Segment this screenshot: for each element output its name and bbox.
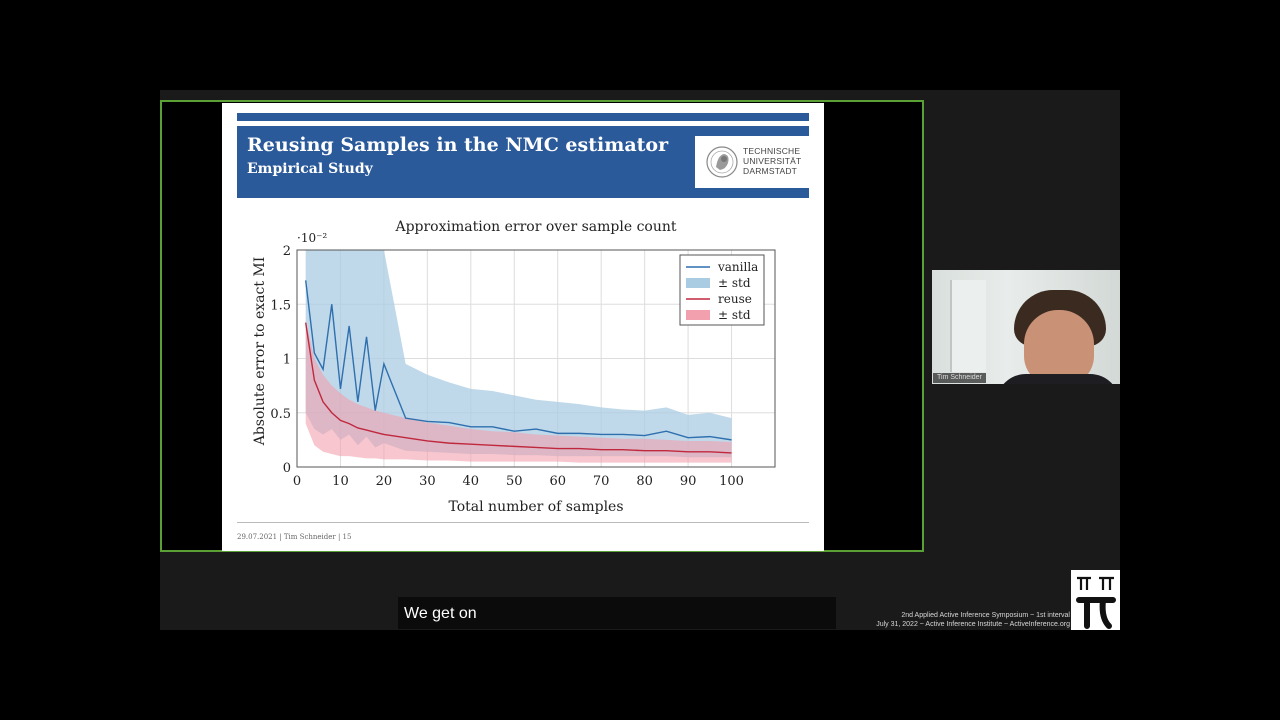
- university-logo: TECHNISCHE UNIVERSITÄT DARMSTADT: [695, 136, 809, 188]
- live-caption-text: We get on: [404, 605, 477, 622]
- x-tick-label: 60: [549, 474, 566, 489]
- event-info-line: 2nd Applied Active Inference Symposium ~…: [901, 612, 1070, 619]
- chart-frame: [296, 249, 776, 468]
- chart-std-bands: [305, 250, 732, 463]
- y-tick-label: 1.5: [270, 298, 291, 313]
- legend-entry: vanilla: [717, 260, 758, 274]
- participant-name-label: Tim Schneider: [933, 373, 986, 383]
- live-caption-box: We get on: [398, 597, 836, 629]
- x-tick-label: 90: [680, 474, 697, 489]
- chart-tick-labels: 0 10 20 30 40 50 60 70 80 90 100 0 0.5 1 1.5 2: [270, 244, 744, 489]
- slide-title-bar: Reusing Samples in the NMC estimator Emp…: [237, 126, 809, 198]
- vanilla-std-band: [305, 250, 732, 458]
- slide-footer-divider: [237, 522, 809, 523]
- x-tick-label: 80: [636, 474, 653, 489]
- y-tick-label: 2: [283, 244, 291, 259]
- chart-title: Approximation error over sample count: [394, 219, 676, 235]
- logo-line: UNIVERSITÄT: [743, 156, 802, 166]
- chart-series-lines: [304, 280, 732, 454]
- legend-swatch-band: [686, 278, 710, 288]
- logo-line: DARMSTADT: [743, 166, 798, 176]
- x-tick-label: 30: [419, 474, 436, 489]
- participant-face: [1024, 310, 1094, 384]
- video-background-door: [950, 280, 986, 372]
- event-info-text: 2nd Applied Active Inference Symposium ~…: [808, 611, 1070, 629]
- x-tick-label: 10: [332, 474, 349, 489]
- y-tick-label: 0: [283, 461, 291, 476]
- slide-title: Reusing Samples in the NMC estimator: [247, 134, 669, 156]
- active-inference-logo: [1071, 570, 1120, 630]
- x-tick-label: 0: [293, 474, 301, 489]
- x-tick-label: 40: [463, 474, 480, 489]
- reuse-std-band: [305, 320, 732, 463]
- university-seal-icon: [706, 146, 738, 178]
- legend-entry: ± std: [718, 308, 751, 322]
- chart-y-scale-label: ·10⁻²: [297, 231, 327, 245]
- x-tick-label: 50: [506, 474, 523, 489]
- y-tick-label: 0.5: [270, 407, 291, 422]
- vanilla-line: [304, 280, 732, 441]
- event-info-line: July 31, 2022 ~ Active Inference Institu…: [876, 621, 1070, 628]
- chart-x-axis-label: Total number of samples: [448, 499, 623, 515]
- university-logo-text: TECHNISCHE UNIVERSITÄT DARMSTADT: [743, 146, 801, 176]
- legend-entry: ± std: [718, 276, 751, 290]
- presentation-slide: Reusing Samples in the NMC estimator Emp…: [222, 103, 824, 551]
- participant-video-tile[interactable]: Tim Schneider: [932, 270, 1120, 384]
- slide-subtitle: Empirical Study: [247, 161, 373, 177]
- pi-logo-icon: [1071, 570, 1120, 630]
- legend-entry: reuse: [718, 292, 752, 306]
- chart-legend: vanilla ± std reuse ± std: [679, 254, 765, 326]
- x-tick-label: 70: [593, 474, 610, 489]
- chart-y-axis-label: Absolute error to exact MI: [252, 257, 268, 447]
- participant-shirt: [996, 374, 1120, 384]
- x-tick-label: 20: [376, 474, 393, 489]
- logo-line: TECHNISCHE: [743, 146, 801, 156]
- x-tick-label: 100: [719, 474, 744, 489]
- reuse-line: [304, 322, 732, 454]
- error-chart: 0 10 20 30 40 50 60 70 80 90 100 0 0.5 1 1.5 2 Approxim…: [252, 219, 776, 515]
- slide-footer: 29.07.2021 | Tim Schneider | 15: [237, 533, 352, 541]
- legend-swatch-band: [686, 310, 710, 320]
- slide-top-stripe: [237, 113, 809, 121]
- y-tick-label: 1: [283, 353, 291, 368]
